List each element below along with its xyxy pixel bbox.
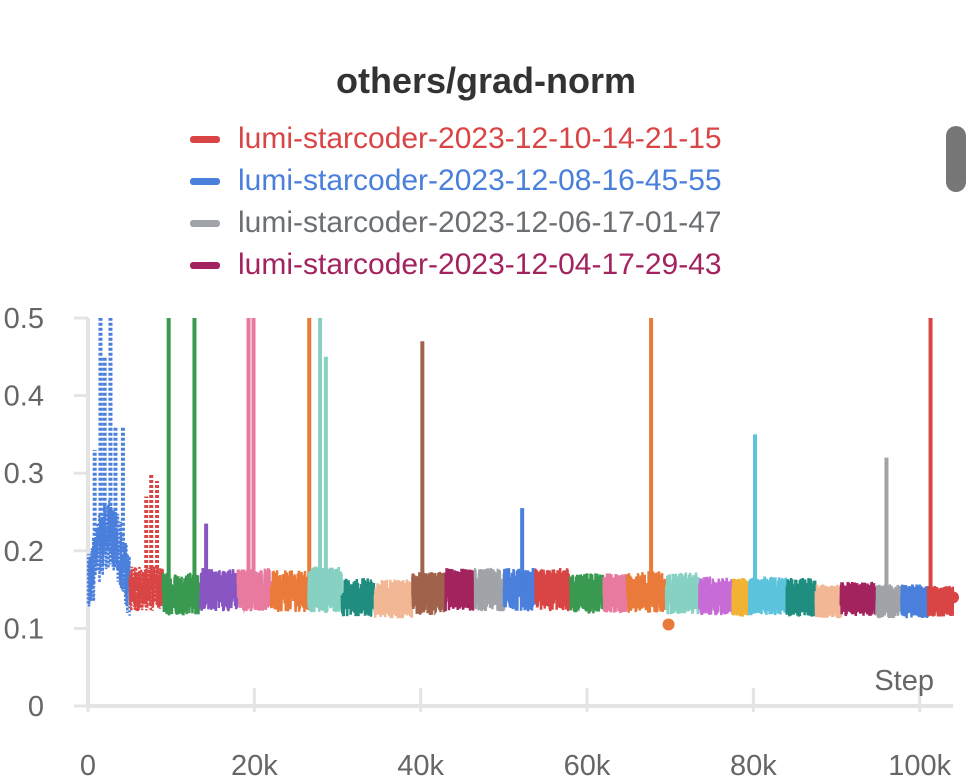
- y-tick-label: 0.2: [4, 536, 44, 568]
- legend-label: lumi-starcoder-2023-12-10-14-21-15: [238, 122, 722, 155]
- series-line[interactable]: [664, 572, 701, 615]
- legend-label: lumi-starcoder-2023-12-04-17-29-43: [238, 248, 722, 281]
- series-line[interactable]: [625, 571, 668, 613]
- y-tick-label: 0.1: [4, 613, 44, 645]
- legend-scrollbar[interactable]: [946, 126, 966, 192]
- y-tick-label: 0.4: [4, 381, 44, 413]
- series-line[interactable]: [269, 570, 310, 613]
- series-line[interactable]: [814, 584, 842, 619]
- legend-item[interactable]: lumi-starcoder-2023-12-04-17-29-43: [190, 244, 722, 286]
- legend-label: lumi-starcoder-2023-12-08-16-45-55: [238, 164, 722, 197]
- x-tick-label: 40k: [397, 750, 444, 782]
- series-line[interactable]: [731, 577, 751, 617]
- series-line[interactable]: [411, 570, 447, 616]
- x-tick-label: 100k: [888, 750, 951, 782]
- x-tick-label: 80k: [730, 750, 777, 782]
- series-group: [86, 318, 955, 619]
- series-end-marker: [662, 618, 675, 631]
- x-axis-title: Step: [874, 665, 934, 697]
- series-line[interactable]: [785, 577, 818, 617]
- series-line[interactable]: [444, 568, 477, 612]
- y-tick-label: 0.5: [4, 303, 44, 335]
- legend-item[interactable]: lumi-starcoder-2023-12-08-16-45-55: [190, 160, 722, 202]
- series-line[interactable]: [307, 566, 343, 613]
- legend-item[interactable]: lumi-starcoder-2023-12-06-17-01-47: [190, 202, 722, 244]
- series-end-marker: [947, 591, 959, 604]
- legend-swatch: [190, 261, 220, 269]
- y-tick-label: 0: [28, 691, 44, 723]
- series-line[interactable]: [926, 585, 955, 617]
- series-line[interactable]: [875, 584, 903, 619]
- x-tick-label: 60k: [564, 750, 611, 782]
- chart-title: others/grad-norm: [335, 60, 637, 101]
- series-line[interactable]: [602, 573, 629, 614]
- chart-legend: lumi-starcoder-2023-12-10-14-21-15 lumi-…: [190, 118, 722, 286]
- series-line[interactable]: [839, 581, 878, 617]
- legend-swatch: [190, 135, 220, 143]
- series-line[interactable]: [373, 579, 414, 619]
- legend-swatch: [190, 177, 220, 185]
- series-line[interactable]: [86, 500, 131, 616]
- series-line[interactable]: [534, 567, 572, 612]
- series-line[interactable]: [900, 584, 930, 619]
- x-tick-label: 0: [80, 750, 96, 782]
- y-tick-label: 0.3: [4, 458, 44, 490]
- legend-swatch: [190, 219, 220, 227]
- series-line[interactable]: [473, 567, 506, 612]
- series-line[interactable]: [502, 567, 537, 612]
- x-tick-label: 20k: [231, 750, 278, 782]
- legend-label: lumi-starcoder-2023-12-06-17-01-47: [238, 206, 722, 239]
- legend-item[interactable]: lumi-starcoder-2023-12-10-14-21-15: [190, 118, 722, 160]
- series-line[interactable]: [747, 576, 788, 616]
- series-line[interactable]: [569, 573, 605, 614]
- series-line[interactable]: [340, 578, 377, 617]
- series-line[interactable]: [698, 576, 734, 616]
